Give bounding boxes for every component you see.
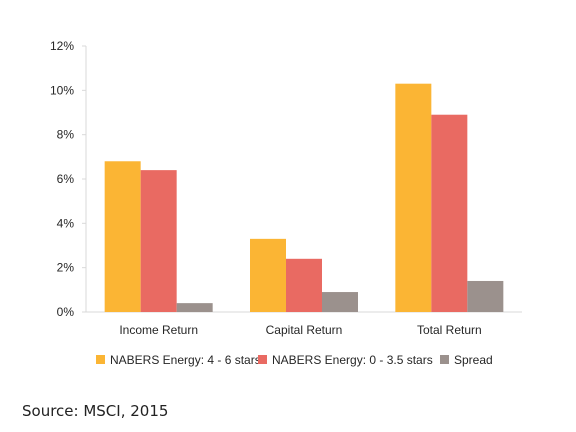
legend-swatch: [96, 355, 105, 364]
bar: [322, 292, 358, 312]
bar: [140, 170, 177, 312]
legend-swatch: [440, 355, 449, 364]
y-tick-label: 12%: [50, 39, 74, 53]
legend: NABERS Energy: 4 - 6 stars NABERS Energy:…: [96, 353, 493, 367]
legend-label: NABERS Energy: 0 - 3.5 stars: [272, 353, 433, 367]
x-category-label: Income Return: [119, 323, 198, 337]
y-tick-label: 6%: [57, 172, 75, 186]
bar: [395, 83, 432, 312]
legend-label: Spread: [454, 353, 493, 367]
y-tick-label: 0%: [57, 305, 75, 319]
bar: [250, 238, 286, 312]
bar: [104, 161, 141, 312]
y-axis-ticks: 0% 2% 4% 6% 8% 10% 12%: [50, 39, 86, 319]
x-category-label: Capital Return: [266, 323, 343, 337]
bar: [176, 303, 213, 312]
y-tick-label: 10%: [50, 83, 74, 97]
x-category-label: Total Return: [417, 323, 482, 337]
source-note: Source: MSCI, 2015: [22, 402, 169, 420]
bar: [467, 280, 504, 312]
y-tick-label: 4%: [57, 216, 75, 230]
bar: [286, 258, 322, 312]
y-tick-label: 8%: [57, 128, 75, 142]
legend-label: NABERS Energy: 4 - 6 stars: [110, 353, 261, 367]
x-axis-category-labels: Income Return Capital Return Total Return: [119, 323, 481, 337]
bars: [104, 83, 504, 312]
legend-swatch: [258, 355, 267, 364]
bar: [431, 114, 468, 312]
y-tick-label: 2%: [57, 261, 75, 275]
